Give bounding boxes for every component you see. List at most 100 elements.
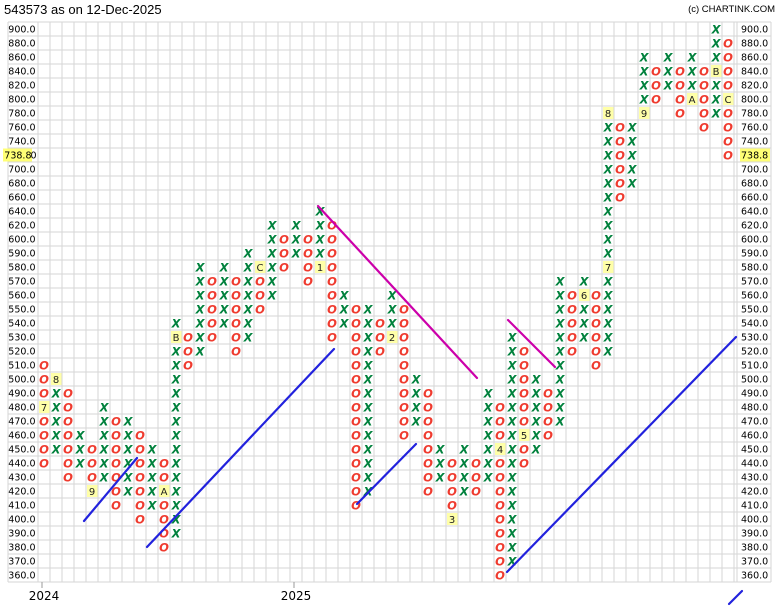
price-label-left: 880.0	[8, 39, 35, 50]
pf-x-symbol: X	[507, 555, 518, 569]
pf-x-symbol: X	[579, 331, 590, 345]
price-label-right: 420.0	[741, 487, 768, 498]
pf-x-symbol: X	[603, 317, 614, 331]
pf-o-symbol: O	[615, 135, 625, 149]
pf-x-symbol: X	[639, 51, 650, 65]
pf-o-symbol: O	[63, 443, 73, 457]
price-label-right: 780.0	[741, 109, 768, 120]
month-marker: 6	[581, 291, 587, 302]
pf-x-symbol: X	[531, 373, 542, 387]
copyright-label: (c) CHARTINK.COM	[688, 4, 775, 15]
pf-o-symbol: O	[351, 303, 361, 317]
pf-x-symbol: X	[339, 289, 350, 303]
pf-x-symbol: X	[387, 303, 398, 317]
pf-x-symbol: X	[555, 289, 566, 303]
price-label-left: 390.0	[8, 529, 35, 540]
price-label-right: 740.0	[741, 137, 768, 148]
pf-x-symbol: X	[267, 289, 278, 303]
pf-o-symbol: O	[303, 233, 313, 247]
pf-x-symbol: X	[99, 443, 110, 457]
pf-x-symbol: X	[51, 415, 62, 429]
pf-x-symbol: X	[531, 387, 542, 401]
pf-o-symbol: O	[591, 331, 601, 345]
pf-x-symbol: X	[51, 443, 62, 457]
pf-o-symbol: O	[159, 513, 169, 527]
month-marker: 1	[317, 263, 323, 274]
pf-o-symbol: O	[723, 65, 733, 79]
pf-x-symbol: X	[483, 443, 494, 457]
price-label-right: 360.0	[741, 571, 768, 582]
pf-o-symbol: O	[39, 387, 49, 401]
price-label-right: 460.0	[741, 431, 768, 442]
pf-o-symbol: O	[135, 443, 145, 457]
pf-o-symbol: O	[519, 373, 529, 387]
pf-o-symbol: O	[39, 373, 49, 387]
pf-x-symbol: X	[507, 457, 518, 471]
pf-x-symbol: X	[147, 443, 158, 457]
pf-x-symbol: X	[627, 149, 638, 163]
pf-o-symbol: O	[39, 359, 49, 373]
price-label-left: 740.0	[8, 137, 35, 148]
pf-o-symbol: O	[327, 219, 337, 233]
pf-o-symbol: O	[63, 415, 73, 429]
pf-o-symbol: O	[39, 457, 49, 471]
pf-o-symbol: O	[447, 457, 457, 471]
month-marker-bg	[87, 485, 98, 497]
pf-x-symbol: X	[711, 51, 722, 65]
price-label-left: 620.0	[8, 221, 35, 232]
pf-o-symbol: O	[159, 499, 169, 513]
pf-o-symbol: O	[351, 415, 361, 429]
pf-x-symbol: X	[663, 51, 674, 65]
pf-x-symbol: X	[75, 429, 86, 443]
pf-o-symbol: O	[87, 443, 97, 457]
pf-o-symbol: O	[255, 275, 265, 289]
pf-x-symbol: X	[711, 93, 722, 107]
month-marker: C	[257, 263, 264, 274]
price-label-left: 680.0	[8, 179, 35, 190]
pf-x-symbol: X	[483, 429, 494, 443]
price-label-left: 840.0	[8, 67, 35, 78]
pf-o-symbol: O	[399, 303, 409, 317]
pf-x-symbol: X	[627, 177, 638, 191]
pf-o-symbol: O	[423, 401, 433, 415]
pf-x-symbol: X	[75, 457, 86, 471]
pf-x-symbol: X	[363, 471, 374, 485]
pf-o-symbol: O	[699, 93, 709, 107]
pf-o-symbol: O	[651, 93, 661, 107]
pf-x-symbol: X	[315, 247, 326, 261]
price-label-right: 440.0	[741, 459, 768, 470]
covered-price-label: 0	[30, 151, 36, 162]
pf-o-symbol: O	[351, 387, 361, 401]
month-marker-bg	[495, 443, 506, 455]
pf-o-symbol: O	[279, 247, 289, 261]
pf-x-symbol: X	[483, 457, 494, 471]
pf-x-symbol: X	[603, 247, 614, 261]
pf-o-symbol: O	[519, 359, 529, 373]
price-label-right: 820.0	[741, 81, 768, 92]
pf-o-symbol: O	[87, 471, 97, 485]
pf-o-symbol: O	[519, 457, 529, 471]
price-label-left: 400.0	[8, 515, 35, 526]
pf-x-symbol: X	[363, 317, 374, 331]
pf-x-symbol: X	[267, 261, 278, 275]
pf-o-symbol: O	[543, 401, 553, 415]
pf-o-symbol: O	[651, 65, 661, 79]
pf-o-symbol: O	[399, 429, 409, 443]
pf-o-symbol: O	[279, 233, 289, 247]
pf-o-symbol: O	[159, 541, 169, 555]
pf-o-symbol: O	[111, 471, 121, 485]
pf-o-symbol: O	[159, 457, 169, 471]
pf-o-symbol: O	[351, 359, 361, 373]
pf-o-symbol: O	[399, 373, 409, 387]
pf-x-symbol: X	[123, 415, 134, 429]
pf-x-symbol: X	[315, 219, 326, 233]
pf-o-symbol: O	[495, 555, 505, 569]
pf-o-symbol: O	[591, 289, 601, 303]
pf-o-symbol: O	[615, 163, 625, 177]
pf-o-symbol: O	[699, 79, 709, 93]
pf-x-symbol: X	[507, 401, 518, 415]
pf-o-symbol: O	[399, 317, 409, 331]
pf-o-symbol: O	[135, 429, 145, 443]
price-label-right: 800.0	[741, 95, 768, 106]
pf-o-symbol: O	[495, 471, 505, 485]
